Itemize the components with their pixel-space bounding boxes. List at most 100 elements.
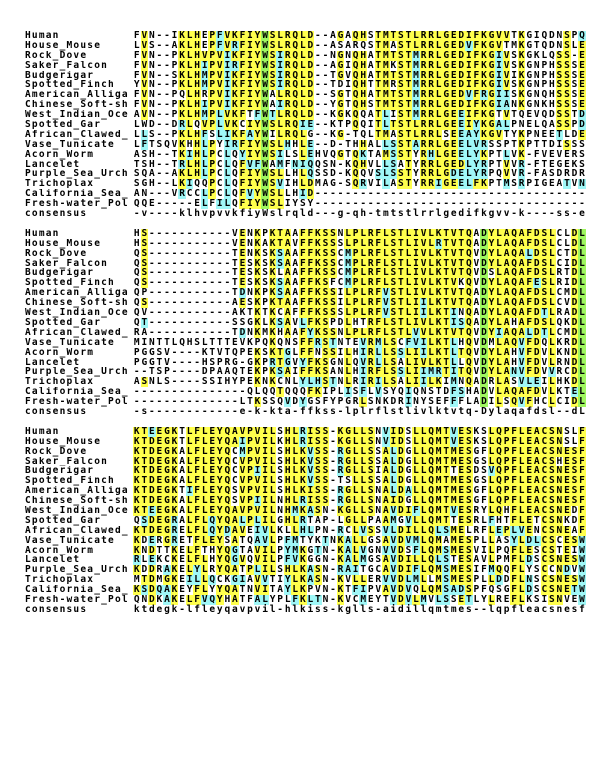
residue: K	[314, 287, 322, 299]
residue: H	[359, 69, 367, 81]
residue: D	[532, 237, 541, 249]
residue: Y	[253, 69, 262, 81]
residue: A	[283, 227, 292, 239]
residue: T	[247, 396, 253, 408]
residue: I	[306, 425, 315, 437]
residue: D	[570, 346, 579, 358]
residue: L	[412, 465, 420, 477]
residue: F	[374, 267, 383, 279]
residue: -	[186, 405, 193, 417]
residue: S	[570, 455, 579, 467]
residue: T	[382, 593, 389, 605]
residue: T	[563, 178, 571, 190]
residue: L	[465, 148, 473, 160]
residue: L	[185, 109, 194, 121]
residue: F	[306, 386, 315, 398]
residue: -	[156, 39, 163, 51]
residue: P	[208, 30, 217, 41]
residue: V	[216, 99, 224, 111]
residue: V	[419, 326, 428, 338]
residue: L	[268, 455, 277, 467]
residue: L	[359, 227, 367, 239]
residue: -	[496, 188, 502, 200]
residue: Q	[427, 584, 435, 596]
residue: L	[578, 237, 586, 249]
residue: S	[389, 366, 398, 378]
residue: S	[247, 257, 253, 269]
residue: P	[526, 178, 533, 190]
residue: C	[540, 455, 549, 467]
residue: H	[359, 30, 367, 41]
residue: M	[434, 465, 443, 477]
residue: K	[268, 326, 277, 338]
residue: S	[314, 504, 322, 516]
residue: D	[578, 109, 586, 121]
sequence-name: Vase_Tunicate	[25, 139, 115, 150]
alignment-row: American_Alliga K T D E G K T I F L E Y Q S V P V I L S H L K I S…	[25, 485, 586, 497]
residue: R	[390, 79, 397, 91]
residue: C	[540, 485, 549, 497]
residue: N	[555, 495, 564, 507]
residue: S	[299, 198, 306, 210]
sequence-name: Acorn_Worm	[25, 149, 95, 160]
residue: -	[209, 257, 216, 269]
residue: -	[518, 188, 525, 200]
residue: H	[193, 30, 201, 41]
residue: E	[457, 128, 466, 140]
residue: L	[571, 425, 578, 437]
residue: Y	[481, 504, 487, 516]
residue: G	[163, 504, 171, 516]
residue: K	[556, 346, 563, 358]
residue: S	[555, 89, 564, 101]
residue: -	[194, 316, 201, 328]
residue: T	[457, 267, 466, 279]
residue: L	[495, 396, 503, 408]
residue: K	[178, 109, 186, 121]
residue: L	[404, 237, 413, 249]
residue: G	[473, 445, 480, 457]
residue: M	[449, 376, 458, 388]
residue: S	[321, 307, 330, 319]
residue: T	[276, 227, 284, 239]
residue: M	[449, 544, 458, 556]
residue: S	[269, 396, 276, 408]
residue: S	[465, 485, 473, 497]
residue: N	[337, 366, 344, 378]
residue: V	[140, 59, 149, 71]
residue: L	[185, 564, 194, 576]
residue: F	[449, 386, 458, 398]
residue: L	[291, 465, 300, 477]
residue: T	[374, 89, 383, 101]
residue: F	[525, 277, 533, 289]
residue: -	[224, 247, 231, 259]
residue: -	[345, 188, 351, 200]
residue: H	[283, 435, 292, 447]
residue: E	[179, 534, 185, 546]
residue: V	[164, 356, 170, 368]
residue: Q	[133, 307, 140, 319]
residue: R	[427, 39, 435, 51]
residue: Q	[315, 158, 321, 170]
residue: L	[412, 485, 420, 497]
residue: q	[511, 405, 517, 417]
residue: V	[261, 574, 269, 586]
residue: T	[457, 247, 466, 259]
residue: T	[345, 584, 351, 596]
residue: F	[238, 158, 247, 170]
residue: v	[141, 208, 148, 220]
residue: A	[473, 287, 480, 299]
alignment-row: House_Mouse L V S - - A K L H E P F V R F I Y W S L R Q L D - - A S A…	[25, 39, 586, 51]
residue: H	[186, 138, 193, 150]
residue: T	[457, 257, 466, 269]
residue: L	[419, 584, 428, 596]
residue: A	[502, 346, 511, 358]
residue: A	[473, 386, 480, 398]
residue: -	[224, 257, 231, 269]
residue: F	[216, 30, 224, 41]
residue: t	[375, 208, 382, 220]
residue: R	[231, 59, 239, 71]
